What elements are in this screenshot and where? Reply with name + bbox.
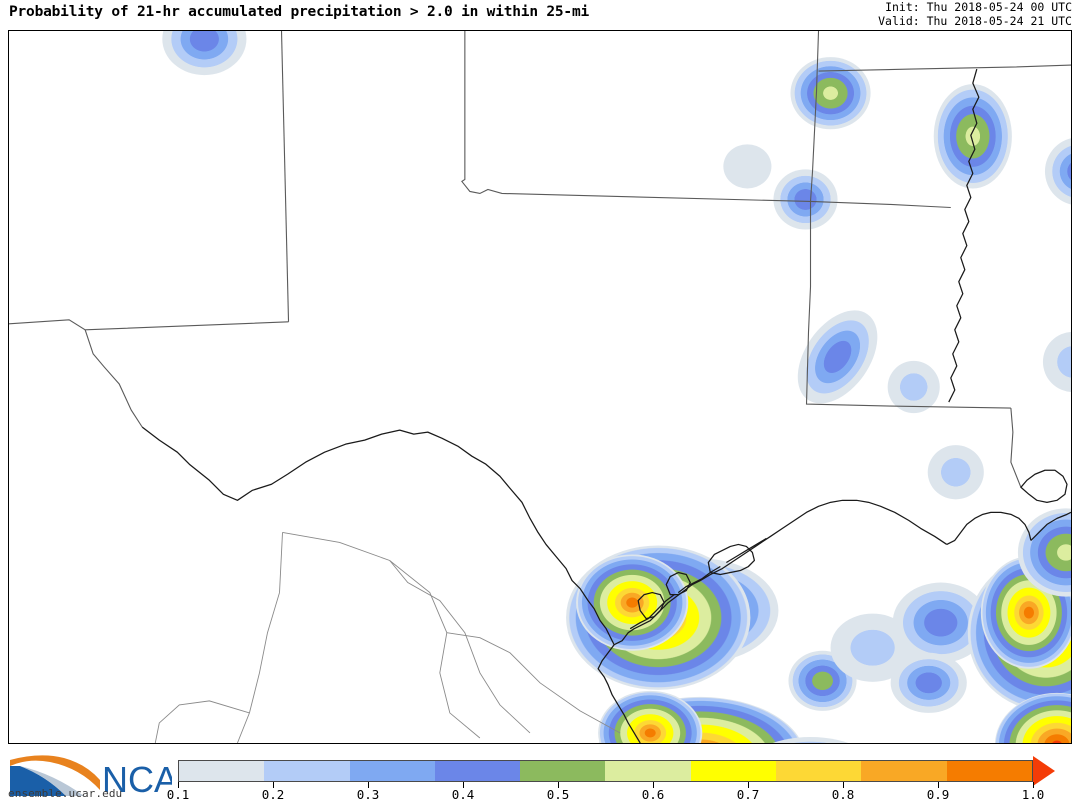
colorbar-tick-label: 0.4	[451, 787, 475, 802]
contour-blob	[790, 57, 871, 130]
colorbar-tick	[938, 782, 939, 788]
colorbar-band-0.8	[776, 761, 862, 781]
geography-layer	[9, 31, 1071, 743]
contour-blob	[723, 144, 772, 189]
colorbar-tick-labels: 0.1 0.2 0.3 0.4 0.5 0.6 0.7 0.8 0.9 1.0	[167, 787, 1045, 805]
colorbar[interactable]: 0.1 0.2 0.3 0.4 0.5 0.6 0.7 0.8 0.9 1.0	[167, 754, 1066, 806]
contour-blob	[994, 692, 1071, 743]
logo-gray-shape	[20, 766, 84, 796]
contour-blob	[890, 652, 967, 713]
state-border-ok-ar-east	[810, 200, 951, 209]
colorbar-tick	[843, 782, 844, 788]
colorbar-bands[interactable]	[178, 760, 1033, 782]
mexico-state-border-3	[389, 560, 531, 734]
logo-url-text: ensemble.ucar.edu	[8, 787, 123, 800]
louisiana-delta-coastline	[1030, 511, 1071, 541]
matagorda-island	[677, 565, 721, 594]
state-border-ks-ok	[818, 64, 1071, 72]
footer-bar: NCAR ensemble.ucar.edu 0.10.20.30.40.50.…	[0, 746, 1080, 810]
colorbar-tick-label: 0.7	[736, 787, 760, 802]
contour-blob	[162, 31, 247, 76]
colorbar-tick	[368, 782, 369, 788]
state-border-tx-west	[84, 329, 143, 428]
matagorda-bay	[665, 571, 691, 596]
state-border-nm-tx	[280, 31, 290, 322]
contour-blob	[927, 445, 984, 500]
colorbar-tick	[1033, 782, 1034, 788]
contour-blob	[773, 169, 838, 230]
colorbar-overflow-arrow	[1033, 755, 1055, 786]
logo-orange-swoosh	[10, 755, 100, 790]
galveston-island	[726, 537, 767, 564]
colorbar-tick-label: 0.2	[261, 787, 285, 802]
colorbar-band-0.1	[179, 761, 265, 781]
state-border-ok-ar	[809, 31, 820, 202]
rio-grande-border	[141, 426, 641, 743]
colorbar-tick	[462, 782, 464, 788]
mexico-state-border-4	[154, 700, 250, 743]
colorbar-band-0.3	[349, 761, 435, 781]
colorbar-tick	[178, 782, 179, 788]
valid-time-label: Valid: Thu 2018-05-24 21 UTC	[878, 13, 1072, 28]
coastline-layer	[141, 68, 1071, 743]
mexico-state-border-2	[282, 531, 481, 739]
header-bar: Probability of 21-hr accumulated precipi…	[0, 0, 1080, 30]
colorbar-ticks	[178, 782, 1034, 788]
logo-wordmark: NCAR	[102, 759, 172, 800]
forecast-timestamps: Init: Thu 2018-05-24 00 UTC Valid: Thu 2…	[878, 0, 1072, 28]
colorbar-tick-label: 0.8	[831, 787, 855, 802]
contour-blob	[797, 310, 878, 404]
colorbar-tick-label: 1.0	[1021, 787, 1045, 802]
contour-blob	[576, 554, 689, 651]
colorbar-band-0.7	[690, 761, 777, 781]
mexico-state-border-5	[446, 632, 621, 734]
colorbar-band-1	[946, 761, 1032, 781]
probability-contour-layer	[162, 31, 1071, 743]
colorbar-tick-label: 0.5	[546, 787, 570, 802]
lake-pontchartrain	[1020, 469, 1068, 503]
colorbar-tick-label: 0.1	[166, 787, 190, 802]
contour-blob	[1044, 138, 1071, 205]
state-border-nm-south	[9, 319, 289, 331]
colorbar-tick-label: 0.6	[641, 787, 665, 802]
colorbar-band-0.6	[605, 761, 691, 781]
mississippi-river	[948, 68, 980, 403]
corpus-christi-bay	[637, 591, 665, 620]
colorbar-tick-label: 0.3	[356, 787, 380, 802]
contour-blob	[933, 84, 1012, 189]
logo-blue-shape	[10, 766, 66, 796]
colorbar-band-0.5	[520, 761, 606, 781]
colorbar-band-0.2	[264, 761, 350, 781]
state-border-ar-la	[805, 201, 1011, 409]
contour-blob	[1017, 508, 1071, 597]
texas-gulf-coastline	[613, 499, 948, 646]
contour-blob	[598, 690, 703, 743]
louisiana-west-coastline	[946, 511, 1032, 546]
state-border-la-ms	[1010, 408, 1022, 488]
colorbar-band-0.4	[434, 761, 521, 781]
colorbar-band-0.9	[861, 761, 947, 781]
contour-blob	[1042, 331, 1071, 392]
probability-contour-map	[9, 31, 1071, 743]
init-time-label: Init: Thu 2018-05-24 00 UTC	[885, 0, 1072, 14]
page-title: Probability of 21-hr accumulated precipi…	[9, 4, 590, 20]
padre-island	[629, 594, 675, 630]
contour-blob	[887, 360, 940, 414]
colorbar-tick	[558, 782, 559, 788]
state-border-ok-tx	[461, 31, 811, 203]
ncar-logo[interactable]: NCAR	[6, 750, 172, 806]
mexico-state-border-1	[237, 532, 283, 743]
galveston-bay	[707, 543, 756, 576]
colorbar-tick	[747, 782, 749, 788]
colorbar-tick-label: 0.9	[926, 787, 950, 802]
contour-blob	[892, 582, 989, 663]
contour-blob	[772, 736, 849, 743]
colorbar-tick	[273, 782, 274, 788]
forecast-map-panel[interactable]	[8, 30, 1072, 744]
colorbar-tick	[653, 782, 654, 788]
